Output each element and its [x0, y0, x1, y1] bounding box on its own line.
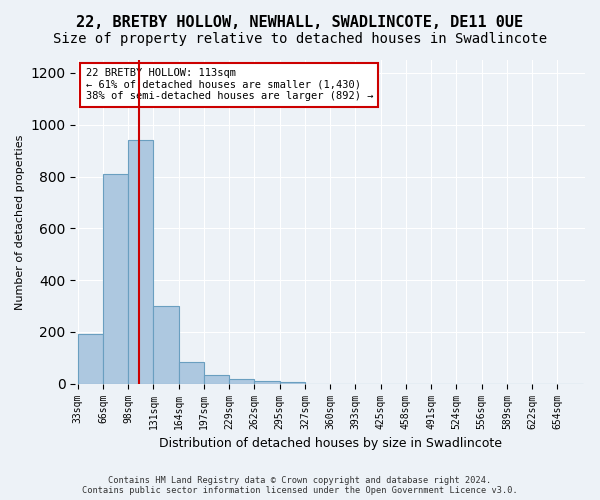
Bar	[103, 174, 128, 384]
Y-axis label: Number of detached properties: Number of detached properties	[15, 134, 25, 310]
Bar	[229, 379, 254, 384]
Bar	[154, 306, 179, 384]
Bar	[204, 374, 229, 384]
Bar	[280, 382, 305, 384]
Bar	[128, 140, 154, 384]
Text: Contains HM Land Registry data © Crown copyright and database right 2024.
Contai: Contains HM Land Registry data © Crown c…	[82, 476, 518, 495]
Text: 22 BRETBY HOLLOW: 113sqm
← 61% of detached houses are smaller (1,430)
38% of sem: 22 BRETBY HOLLOW: 113sqm ← 61% of detach…	[86, 68, 373, 102]
X-axis label: Distribution of detached houses by size in Swadlincote: Distribution of detached houses by size …	[159, 437, 502, 450]
Bar	[254, 381, 280, 384]
Text: Size of property relative to detached houses in Swadlincote: Size of property relative to detached ho…	[53, 32, 547, 46]
Text: 22, BRETBY HOLLOW, NEWHALL, SWADLINCOTE, DE11 0UE: 22, BRETBY HOLLOW, NEWHALL, SWADLINCOTE,…	[76, 15, 524, 30]
Bar	[77, 334, 103, 384]
Bar	[179, 362, 204, 384]
